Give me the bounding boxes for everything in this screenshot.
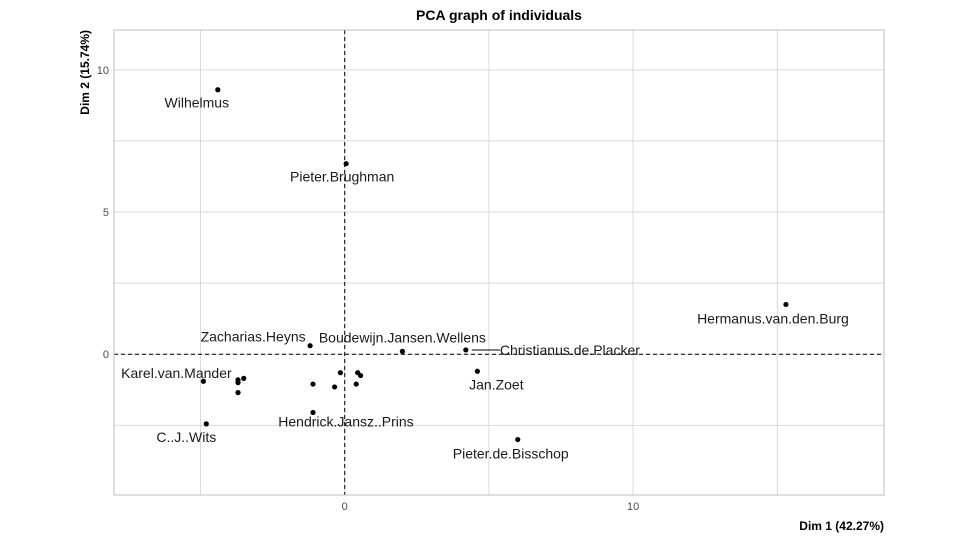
y-tick-label: 5: [103, 207, 109, 219]
point-label: Pieter.Brughman: [290, 169, 394, 185]
data-point: [200, 378, 207, 384]
points: [200, 87, 789, 443]
grid: [114, 30, 884, 495]
data-point: [310, 381, 316, 387]
data-point: [353, 381, 359, 387]
data-point: [203, 421, 209, 427]
y-axis-title: Dim 2 (15.74%): [78, 30, 92, 115]
data-point: [783, 301, 789, 308]
x-tick-label: 0: [342, 501, 348, 513]
point-labels: Wilhelmus Pieter.Brughman Hermanus.van.den…: [121, 95, 849, 462]
point-label: Christianus.de.Placker: [500, 342, 640, 358]
data-point: [241, 375, 247, 381]
point-label: Hermanus.van.den.Burg: [697, 310, 849, 326]
data-point: [343, 161, 349, 167]
y-tick-labels: 0 5 10: [97, 65, 109, 361]
reference-lines: [114, 30, 884, 495]
y-tick-label: 0: [103, 349, 109, 361]
point-label: Wilhelmus: [165, 95, 230, 111]
point-label: Karel.van.Mander: [121, 365, 232, 381]
point-label: Hendrick.Jansz..Prins: [278, 414, 413, 430]
data-point: [357, 372, 364, 379]
data-point: [332, 384, 338, 390]
x-axis-title: Dim 1 (42.27%): [799, 519, 884, 533]
point-label: Jan.Zoet: [469, 376, 524, 392]
data-point: [235, 390, 241, 396]
data-point: [474, 368, 480, 374]
data-point: [215, 87, 221, 93]
point-label: C..J..Wits: [156, 429, 216, 445]
point-label: Pieter.de.Bisschop: [453, 446, 569, 462]
data-point: [515, 436, 521, 443]
data-point: [337, 370, 343, 376]
data-point: [235, 380, 241, 386]
point-label: Zacharias.Heyns: [201, 329, 306, 345]
data-point: [399, 348, 405, 354]
x-tick-label: 10: [627, 501, 639, 513]
data-point: [310, 409, 316, 416]
data-point: [307, 343, 313, 349]
point-label: Boudewijn.Jansen.Wellens: [319, 329, 486, 345]
data-point: [463, 347, 469, 353]
y-tick-label: 10: [97, 65, 109, 77]
panel-border: [113, 29, 885, 496]
x-tick-labels: 0 10: [342, 501, 640, 513]
chart-title: PCA graph of individuals: [416, 7, 582, 23]
